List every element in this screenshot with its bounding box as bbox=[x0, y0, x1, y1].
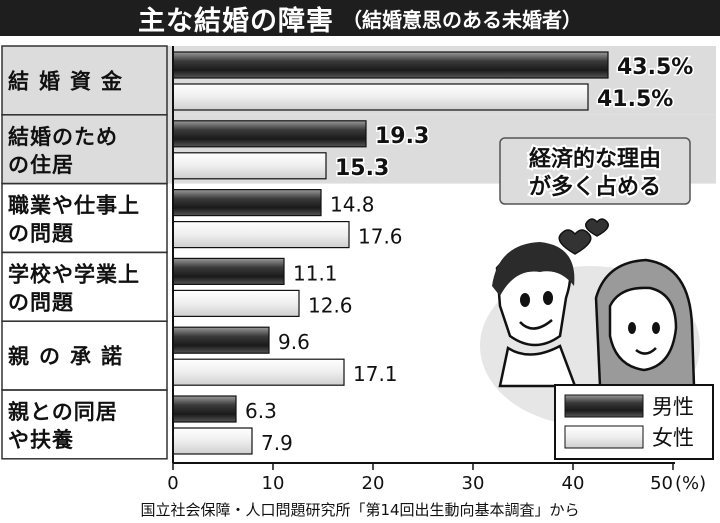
bar-female bbox=[172, 427, 253, 455]
x-tick-label: 30 bbox=[462, 473, 485, 494]
bar-male bbox=[172, 189, 322, 217]
value-label-male: 11.1 bbox=[293, 261, 338, 285]
category-label: 学校や学業上 bbox=[8, 262, 140, 286]
man-face-icon bbox=[492, 242, 577, 388]
bar-male bbox=[172, 257, 285, 285]
x-tick-label: 0 bbox=[167, 473, 178, 494]
value-label-female: 7.9 bbox=[261, 431, 293, 455]
annotation-line-1: 経済的な理由 bbox=[529, 146, 661, 172]
chart-subtitle: （結婚意思のある未婚者） bbox=[342, 7, 582, 32]
heart-icon bbox=[558, 218, 609, 255]
bar-chart: 結婚資金結婚のための住居職業や仕事上の問題学校や学業上の問題親の承諾親との同居や… bbox=[1, 45, 716, 494]
value-label-female: 17.1 bbox=[353, 362, 398, 386]
bar-female bbox=[172, 83, 589, 111]
value-label-male: 6.3 bbox=[245, 399, 277, 423]
category-label: や扶養 bbox=[8, 428, 74, 452]
legend-female-label: 女性 bbox=[652, 426, 694, 450]
legend-male-label: 男性 bbox=[652, 395, 694, 419]
x-tick-label: 20 bbox=[362, 473, 385, 494]
value-label-female: 41.5% bbox=[597, 87, 673, 112]
value-label-male: 14.8 bbox=[330, 193, 375, 217]
category-label: 結婚のため bbox=[8, 125, 118, 149]
value-label-female: 12.6 bbox=[308, 293, 353, 317]
source-note: 国立社会保障・人口問題研究所「第14回出生動向基本調査」から bbox=[140, 501, 580, 519]
annotation-line-2: が多く占める bbox=[529, 174, 661, 200]
legend: 男性 女性 bbox=[554, 384, 714, 460]
category-label: 結婚資金 bbox=[8, 69, 132, 93]
chart-title-bar: 主な結婚の障害 （結婚意思のある未婚者） bbox=[0, 0, 720, 37]
value-label-male: 43.5% bbox=[617, 55, 693, 80]
bar-female bbox=[172, 289, 300, 317]
category-label: 職業や仕事上 bbox=[8, 194, 140, 218]
value-label-female: 15.3 bbox=[335, 156, 389, 181]
value-label-male: 9.6 bbox=[278, 330, 310, 354]
x-tick-label: 40 bbox=[562, 473, 585, 494]
x-tick-label: 10 bbox=[262, 473, 285, 494]
bar-male bbox=[172, 120, 367, 148]
legend-male-swatch bbox=[564, 394, 644, 418]
category-label: の問題 bbox=[8, 222, 74, 246]
value-label-female: 17.6 bbox=[358, 225, 403, 249]
bar-female bbox=[172, 221, 350, 249]
annotation-box: 経済的な理由 が多く占める bbox=[499, 137, 691, 205]
x-axis-unit: (%) bbox=[675, 473, 706, 494]
category-label-box bbox=[1, 389, 168, 460]
chart-title: 主な結婚の障害 bbox=[138, 5, 334, 37]
x-axis: 0 10 20 30 40 50 (%) bbox=[167, 46, 706, 494]
woman-face-icon bbox=[594, 258, 696, 388]
bar-female bbox=[172, 152, 327, 180]
bar-male bbox=[172, 395, 237, 423]
category-label: 親との同居 bbox=[8, 400, 118, 424]
category-label: の住居 bbox=[8, 153, 74, 177]
x-tick-label: 50 bbox=[650, 473, 673, 494]
bar-male bbox=[172, 51, 609, 79]
bar-female bbox=[172, 358, 345, 386]
category-label: 親の承諾 bbox=[8, 345, 132, 369]
category-label: の問題 bbox=[8, 290, 74, 314]
legend-female-swatch bbox=[564, 425, 644, 449]
value-label-male: 19.3 bbox=[375, 124, 429, 149]
bar-male bbox=[172, 326, 270, 354]
